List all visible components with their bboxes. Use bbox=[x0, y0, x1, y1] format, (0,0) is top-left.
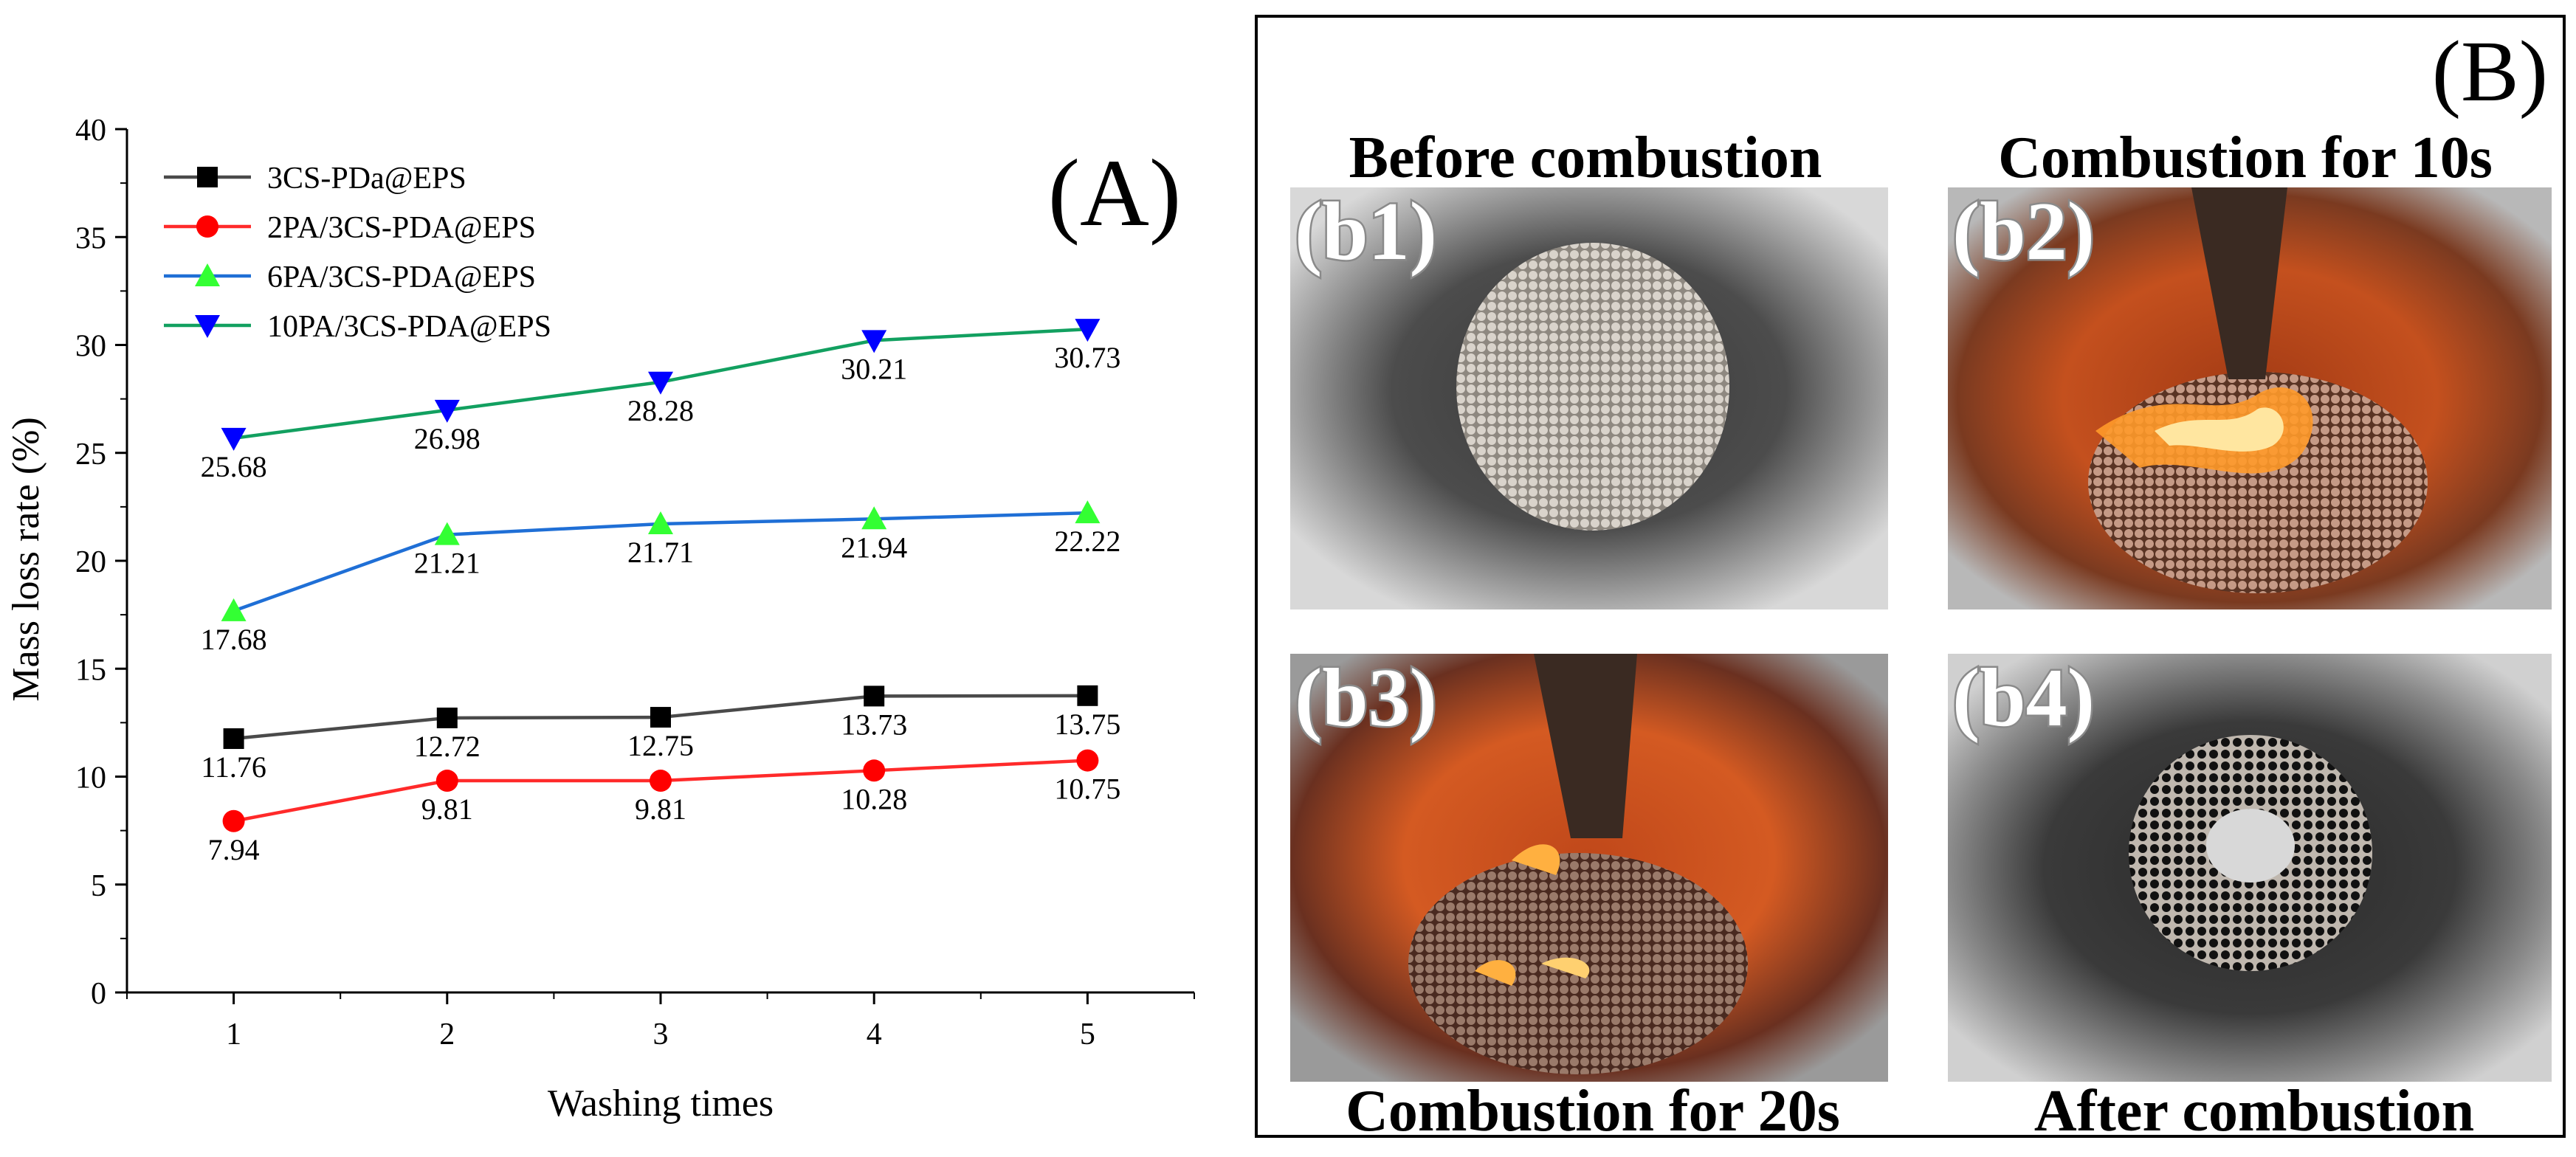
caption-after-combustion: After combustion bbox=[2033, 1079, 2475, 1144]
y-axis-label: Mass loss rate (%) bbox=[5, 417, 47, 702]
data-point-marker bbox=[864, 685, 885, 707]
data-label: 10.28 bbox=[841, 782, 907, 815]
data-label: 28.28 bbox=[627, 394, 694, 427]
data-label: 13.73 bbox=[841, 708, 907, 741]
data-label: 13.75 bbox=[1054, 708, 1120, 741]
series-4: 25.68 26.98 28.28 30.21 30.73 bbox=[201, 319, 1120, 483]
data-label: 11.76 bbox=[201, 750, 266, 784]
photo-tag-b3: (b3) bbox=[1293, 654, 1439, 744]
y-tick-label: 35 bbox=[75, 221, 106, 255]
caption-before-combustion: Before combustion bbox=[1349, 125, 1822, 190]
photo-after-combustion: (b4) bbox=[1948, 654, 2552, 1082]
chart-series: 11.76 12.72 12.75 13.73 13.75 7.94 9.81 9.81 10.… bbox=[201, 319, 1120, 866]
data-label: 21.71 bbox=[627, 536, 694, 569]
legend-label: 10PA/3CS-PDA@EPS bbox=[267, 310, 551, 344]
legend-marker bbox=[196, 215, 218, 238]
data-label: 9.81 bbox=[635, 792, 686, 826]
series-2: 7.94 9.81 9.81 10.28 10.75 bbox=[208, 749, 1120, 866]
caption-combustion-10s: Combustion for 10s bbox=[1998, 125, 2493, 190]
data-point-marker bbox=[861, 330, 887, 353]
x-axis-label: Washing times bbox=[548, 1082, 774, 1125]
data-label: 7.94 bbox=[208, 833, 260, 866]
data-point-marker bbox=[648, 511, 673, 534]
photo-before-combustion: (b1) bbox=[1290, 187, 1888, 609]
legend-marker bbox=[195, 263, 220, 286]
combustion-photo-icon bbox=[1290, 654, 1888, 1082]
data-point-marker bbox=[223, 728, 244, 750]
x-tick-label: 2 bbox=[439, 1018, 455, 1051]
combustion-photo-icon bbox=[1290, 187, 1888, 609]
y-tick-label: 10 bbox=[75, 761, 106, 795]
data-point-marker bbox=[221, 427, 247, 451]
data-label: 9.81 bbox=[421, 792, 473, 826]
y-tick-label: 40 bbox=[75, 114, 106, 148]
data-label: 25.68 bbox=[201, 450, 267, 483]
data-label: 21.94 bbox=[841, 531, 907, 564]
y-tick-label: 5 bbox=[91, 869, 106, 903]
x-tick-label: 5 bbox=[1080, 1018, 1095, 1051]
y-tick-label: 25 bbox=[75, 438, 106, 472]
photo-tag-b2: (b2) bbox=[1951, 187, 2097, 277]
data-point-marker bbox=[434, 399, 460, 423]
legend-label: 3CS-PDa@EPS bbox=[267, 162, 466, 196]
x-axis-ticks: 1 2 3 4 5 bbox=[126, 992, 1195, 1051]
photo-tag-b1: (b1) bbox=[1293, 187, 1439, 277]
data-label: 21.21 bbox=[414, 547, 481, 580]
y-axis-ticks: 0 5 10 15 20 25 30 35 40 bbox=[75, 114, 127, 1011]
panel-a-label: (A) bbox=[1048, 140, 1181, 246]
combustion-photo-icon bbox=[1948, 654, 2552, 1082]
data-point-marker bbox=[1076, 749, 1099, 772]
data-point-marker bbox=[861, 506, 887, 530]
photo-tag-b4: (b4) bbox=[1951, 654, 2097, 744]
data-point-marker bbox=[863, 759, 886, 782]
series-1: 11.76 12.72 12.75 13.73 13.75 bbox=[201, 685, 1120, 784]
data-point-marker bbox=[650, 770, 672, 792]
y-tick-label: 0 bbox=[91, 977, 106, 1011]
caption-combustion-20s: Combustion for 20s bbox=[1346, 1079, 1840, 1144]
x-tick-label: 3 bbox=[653, 1018, 669, 1051]
data-point-marker bbox=[221, 598, 247, 621]
panel-b-label: (B) bbox=[2431, 23, 2548, 120]
chart-legend: 3CS-PDa@EPS 2PA/3CS-PDA@EPS 6PA/3CS-PDA@EP… bbox=[164, 162, 551, 344]
legend-label: 2PA/3CS-PDA@EPS bbox=[267, 211, 536, 245]
data-point-marker bbox=[1075, 500, 1101, 524]
y-tick-label: 20 bbox=[75, 545, 106, 579]
combustion-photos-panel: (B) Before combustion Combustion for 10s… bbox=[1255, 15, 2566, 1144]
data-point-marker bbox=[435, 770, 458, 792]
data-label: 30.73 bbox=[1054, 341, 1120, 374]
data-point-marker bbox=[648, 371, 673, 395]
data-label: 30.21 bbox=[841, 352, 907, 385]
data-point-marker bbox=[1075, 319, 1101, 342]
data-point-marker bbox=[650, 707, 671, 728]
data-label: 22.22 bbox=[1054, 525, 1120, 558]
y-tick-label: 15 bbox=[75, 653, 106, 687]
data-label: 12.75 bbox=[627, 729, 694, 762]
photo-combustion-10s: (b2) bbox=[1948, 187, 2552, 609]
data-point-marker bbox=[222, 809, 245, 832]
x-tick-label: 1 bbox=[226, 1018, 241, 1051]
data-point-marker bbox=[1077, 685, 1098, 706]
legend-marker bbox=[197, 167, 218, 187]
data-label: 17.68 bbox=[201, 623, 267, 656]
data-label: 26.98 bbox=[414, 422, 481, 455]
x-tick-label: 4 bbox=[867, 1018, 882, 1051]
data-label: 12.72 bbox=[414, 730, 481, 763]
y-tick-label: 30 bbox=[75, 330, 106, 364]
legend-label: 6PA/3CS-PDA@EPS bbox=[267, 260, 536, 294]
mass-loss-chart: 0 5 10 15 20 25 30 35 40 1 2 3 4 5 11.76 12.72 12.75 13… bbox=[5, 114, 1195, 1125]
data-label: 10.75 bbox=[1054, 773, 1120, 806]
series-3: 17.68 21.21 21.71 21.94 22.22 bbox=[201, 500, 1120, 656]
legend-marker bbox=[195, 315, 220, 338]
data-point-marker bbox=[434, 522, 460, 545]
combustion-photo-icon bbox=[1948, 187, 2552, 609]
photo-combustion-20s: (b3) bbox=[1290, 654, 1888, 1082]
data-point-marker bbox=[436, 707, 458, 728]
